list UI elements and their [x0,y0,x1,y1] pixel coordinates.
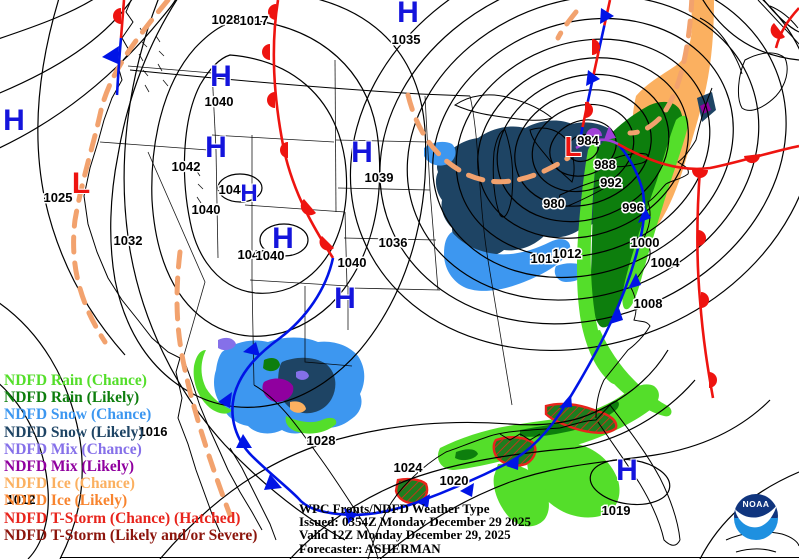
pressure-label-layer: 1028 101710351040104210391044104010321040… [5,11,682,520]
pressure-label: 992 [600,175,622,190]
legend-item: NDFD Snow (Chance) [4,406,152,424]
pressure-label: 1012 [7,492,36,507]
pressure-label: 988 [594,157,616,172]
pressure-label: 1016 [139,424,168,439]
legend-item: NDFD Rain (Chance) [4,372,147,389]
title-block: WPC Fronts/NDFD Weather Type Issued: 035… [299,502,531,555]
high-pressure-center: H [3,104,25,137]
valid-line: Valid 12Z Monday December 29, 2025 [299,527,511,543]
map-title: WPC Fronts/NDFD Weather Type [299,501,490,516]
pressure-label: 1035 [392,32,421,47]
ndfd-legend: NDFD Rain (Chance) NDFD Rain (Likely) NDFD… [4,372,257,544]
high-pressure-center: H [210,60,232,93]
front-layer [102,0,799,524]
pressure-label: 1040 [338,255,367,270]
pressure-label: 996 [622,200,644,215]
pressure-label: 1019 [602,503,631,518]
pressure-label: 1025 [44,190,73,205]
low-pressure-center: L [72,167,90,200]
pressure-label: 1044 [219,182,249,197]
high-pressure-center: H [334,282,356,315]
legend-item: NDFD Snow (Likely) [4,423,144,441]
legend-item: NDFD T-Storm (Chance) (Hatched) [4,509,241,527]
pressure-label: 1032 [114,233,143,248]
legend-item: NDFD Ice (Chance) [4,475,135,493]
pressure-label: 1000 [631,235,660,250]
pressure-label: 1028 [212,12,241,27]
pressure-label: 1028 [307,433,336,448]
legend-item: NDFD Mix (Likely) [4,458,135,476]
precipitation-layer [193,0,716,527]
forecaster-line: Forecaster: ASHERMAN [299,540,441,556]
high-pressure-center: H [272,222,294,255]
pressure-label: 1020 [440,473,469,488]
pressure-label: 1024 [394,460,424,475]
high-pressure-center: H [616,454,638,487]
pressure-label: 1012 [553,246,582,261]
noaa-seagull-icon [735,505,777,528]
pressure-label: 1017 [240,13,269,28]
pressure-label: 1016 [531,251,560,266]
pressure-label: 1040 [238,247,267,262]
noaa-logo-text: NOAA [742,499,769,509]
high-pressure-center: H [205,131,227,164]
pressure-label: 984 [577,133,599,148]
pressure-label: 1036 [379,235,408,250]
legend-item: NDFD T-Storm (Likely and/or Severe) [4,526,258,544]
issued-line: Issued: 0354Z Monday December 29 2025 [299,514,531,530]
high-pressure-center: H [240,180,257,207]
pressure-label: 1040 [256,248,285,263]
pressure-label: 1008 [634,296,663,311]
pressure-label: 1040 [192,202,221,217]
pressure-label: 1042 [172,159,201,174]
high-pressure-center: H [397,0,419,29]
high-pressure-center: H [351,136,373,169]
pressure-label: 1004 [651,255,681,270]
legend-item: NDFD Rain (Likely) [4,389,140,407]
pressure-label: 1040 [205,94,234,109]
legend-item: NDFD Mix (Chance) [4,440,142,458]
noaa-logo: NOAA [734,494,778,540]
legend-item: NDFD Ice (Likely) [4,492,128,510]
pressure-label: 1039 [365,170,394,185]
low-pressure-center: L [564,131,581,162]
pressure-label: 980 [543,196,565,211]
trough-layer [71,0,695,518]
